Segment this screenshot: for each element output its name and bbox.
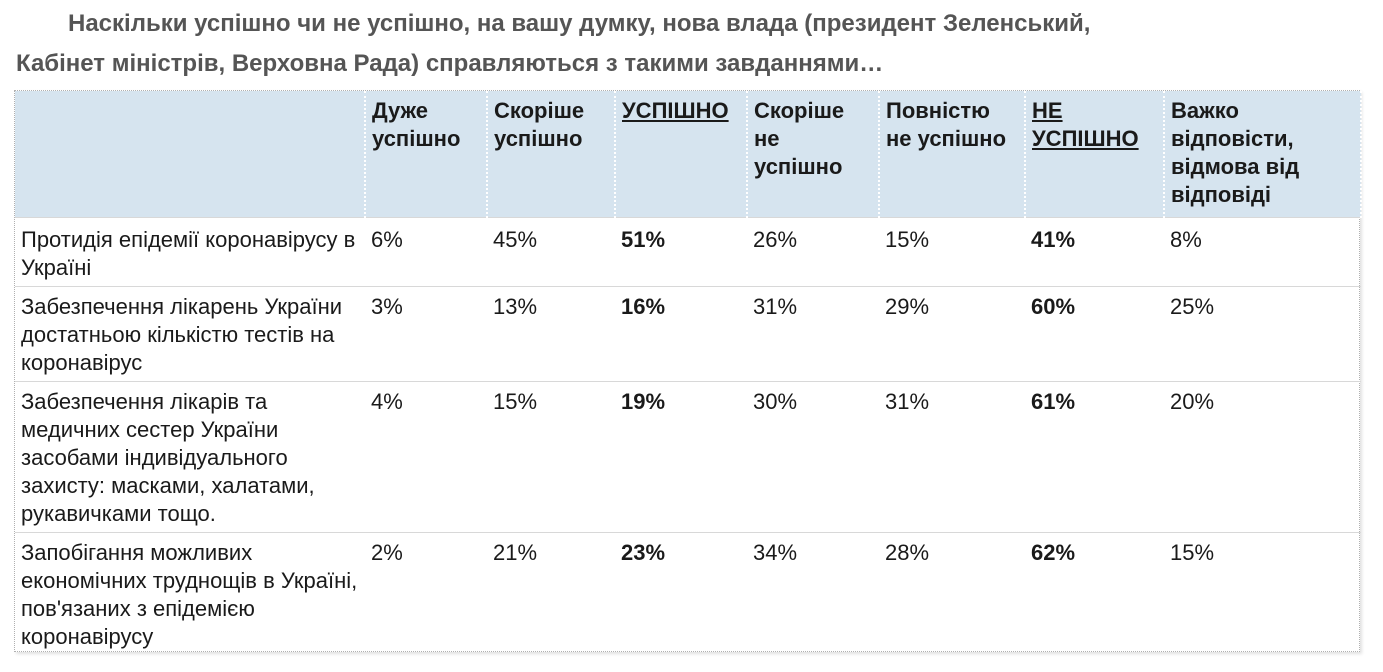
cell-successful-total: 19% bbox=[621, 388, 666, 414]
cell-very-successful: 6% bbox=[371, 226, 403, 252]
cell-unsuccessful-total: 41% bbox=[1031, 226, 1076, 252]
table-row: Запобігання можливих економічних труднощ… bbox=[15, 532, 1361, 655]
cell-fully-unsuccessful: 31% bbox=[885, 388, 930, 414]
header-unsuccessful-total: НЕ УСПІШНО bbox=[1025, 91, 1165, 217]
header-rather-successful: Скоріше успішно bbox=[487, 91, 616, 217]
header-successful-total: УСПІШНО bbox=[615, 91, 748, 217]
row-label: Забезпечення лікарів та медичних сестер … bbox=[21, 388, 315, 526]
title-line-2: Кабінет міністрів, Верховна Рада) справл… bbox=[16, 50, 884, 77]
cell-rather-unsuccessful: 30% bbox=[753, 388, 798, 414]
cell-rather-successful: 13% bbox=[493, 293, 538, 319]
cell-fully-unsuccessful: 15% bbox=[885, 226, 930, 252]
cell-unsuccessful-total: 61% bbox=[1031, 388, 1076, 414]
cell-hard-to-say: 8% bbox=[1170, 226, 1202, 252]
cell-very-successful: 2% bbox=[371, 539, 403, 565]
header-fully-unsuccessful: Повністю не успішно bbox=[879, 91, 1026, 217]
results-table: Дуже успішно Скоріше успішно УСПІШНО Ско… bbox=[15, 91, 1362, 655]
cell-very-successful: 4% bbox=[371, 388, 403, 414]
cell-unsuccessful-total: 60% bbox=[1031, 293, 1076, 319]
row-label: Запобігання можливих економічних труднощ… bbox=[21, 539, 358, 649]
header-very-successful: Дуже успішно bbox=[365, 91, 488, 217]
results-table-container: Дуже успішно Скоріше успішно УСПІШНО Ско… bbox=[14, 90, 1362, 655]
cell-rather-unsuccessful: 26% bbox=[753, 226, 798, 252]
cell-successful-total: 51% bbox=[621, 226, 666, 252]
cell-successful-total: 16% bbox=[621, 293, 666, 319]
cell-fully-unsuccessful: 29% bbox=[885, 293, 930, 319]
table-row: Забезпечення лікарів та медичних сестер … bbox=[15, 381, 1361, 532]
header-task bbox=[15, 91, 366, 217]
table-header-row: Дуже успішно Скоріше успішно УСПІШНО Ско… bbox=[15, 91, 1362, 217]
row-label: Забезпечення лікарень України достатньою… bbox=[21, 293, 343, 375]
cell-rather-successful: 45% bbox=[493, 226, 538, 252]
cell-rather-unsuccessful: 31% bbox=[753, 293, 798, 319]
row-label: Протидія епідемії коронавірусу в Україні bbox=[21, 226, 356, 280]
cell-very-successful: 3% bbox=[371, 293, 403, 319]
cell-rather-unsuccessful: 34% bbox=[753, 539, 798, 565]
cell-successful-total: 23% bbox=[621, 539, 666, 565]
cell-hard-to-say: 15% bbox=[1170, 539, 1215, 565]
table-row: Протидія епідемії коронавірусу в Україні… bbox=[15, 217, 1361, 286]
cell-hard-to-say: 25% bbox=[1170, 293, 1215, 319]
table-row: Забезпечення лікарень України достатньою… bbox=[15, 286, 1361, 381]
cell-rather-successful: 15% bbox=[493, 388, 538, 414]
page-title: Наскільки успішно чи не успішно, на вашу… bbox=[16, 4, 1366, 84]
cell-rather-successful: 21% bbox=[493, 539, 538, 565]
cell-fully-unsuccessful: 28% bbox=[885, 539, 930, 565]
title-line-1: Наскільки успішно чи не успішно, на вашу… bbox=[68, 10, 1091, 37]
cell-unsuccessful-total: 62% bbox=[1031, 539, 1076, 565]
header-hard-to-say: Важко відповісти, відмова від відповіді bbox=[1164, 91, 1362, 217]
header-rather-unsuccessful: Скоріше не успішно bbox=[747, 91, 880, 217]
cell-hard-to-say: 20% bbox=[1170, 388, 1215, 414]
